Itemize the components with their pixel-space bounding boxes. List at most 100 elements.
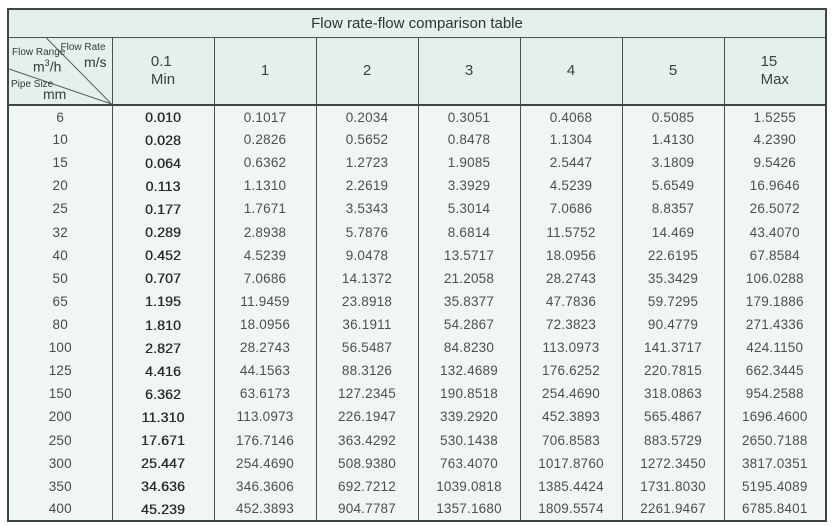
flow-range-cell: 67.8584 bbox=[723, 243, 826, 267]
flow-range-cell: 54.2867 bbox=[417, 312, 520, 337]
flow-range-cell: 1696.4600 bbox=[723, 405, 826, 429]
flow-range-cell: 3817.0351 bbox=[723, 451, 826, 475]
flow-range-cell: 18.0956 bbox=[213, 312, 316, 337]
flow-range-cell: 7.0686 bbox=[213, 266, 316, 290]
flow-range-cell: 127.2345 bbox=[315, 382, 418, 406]
corner-flow-rate-label: Flow Rate bbox=[60, 42, 106, 53]
flow-range-cell: 1.5255 bbox=[723, 105, 826, 129]
flow-rate-column-header: 0.1 Min bbox=[111, 37, 214, 106]
flow-range-cell: 106.0288 bbox=[723, 266, 826, 290]
title-row: Flow rate-flow comparison table bbox=[8, 9, 826, 38]
flow-rate-column-header: 1 bbox=[213, 37, 316, 106]
flow-range-cell: 0.452 bbox=[111, 243, 214, 267]
flow-range-cell: 220.7815 bbox=[621, 359, 724, 383]
flow-comparison-table: Flow rate-flow comparison table Flow Rat… bbox=[7, 8, 827, 522]
flow-range-cell: 9.0478 bbox=[315, 243, 418, 267]
flow-range-cell: 0.028 bbox=[111, 128, 214, 152]
flow-range-cell: 0.289 bbox=[111, 220, 214, 244]
flow-range-cell: 72.3823 bbox=[519, 312, 622, 337]
table-row: 125 4.416 44.1563 88.3126 132.4689 176.6252 22… bbox=[8, 359, 826, 383]
flow-range-cell: 0.1017 bbox=[213, 105, 316, 129]
flow-range-cell: 44.1563 bbox=[213, 359, 316, 383]
flow-range-cell: 190.8518 bbox=[417, 382, 520, 406]
flow-range-cell: 176.7146 bbox=[213, 428, 316, 452]
flow-rate-column-label: 0.1 Min bbox=[150, 53, 176, 88]
flow-rate-column-label: 15 Max bbox=[760, 53, 789, 88]
flow-range-cell: 43.4070 bbox=[723, 220, 826, 244]
table-row: 350 34.636 346.3606 692.7212 1039.0818 1385.4… bbox=[8, 474, 826, 498]
flow-range-cell: 226.1947 bbox=[315, 405, 418, 429]
flow-range-cell: 90.4779 bbox=[621, 312, 724, 337]
flow-range-cell: 14.469 bbox=[621, 220, 724, 244]
flow-range-cell: 6785.8401 bbox=[723, 497, 826, 521]
flow-range-cell: 14.1372 bbox=[315, 266, 418, 290]
flow-range-cell: 2.827 bbox=[111, 336, 214, 360]
flow-range-cell: 26.5072 bbox=[723, 197, 826, 221]
header-row: Flow Rate m/s Flow Range m3/h Pipe Size … bbox=[8, 37, 826, 106]
flow-range-cell: 0.113 bbox=[111, 174, 214, 198]
flow-range-cell: 28.2743 bbox=[213, 336, 316, 360]
flow-range-cell: 11.9459 bbox=[213, 289, 316, 313]
table-row: 65 1.195 11.9459 23.8918 35.8377 47.7836 59.72… bbox=[8, 289, 826, 313]
table-row: 10 0.028 0.2826 0.5652 0.8478 1.1304 1.4130 4.2… bbox=[8, 128, 826, 152]
pipe-size-cell: 6 bbox=[8, 105, 112, 129]
flow-range-cell: 28.2743 bbox=[519, 266, 622, 290]
flow-rate-column-header: 5 bbox=[621, 37, 724, 106]
flow-rate-column-label: 2 bbox=[362, 62, 372, 79]
flow-range-cell: 2.8938 bbox=[213, 220, 316, 244]
flow-range-cell: 530.1438 bbox=[417, 428, 520, 452]
flow-range-cell: 1039.0818 bbox=[417, 474, 520, 498]
flow-range-cell: 132.4689 bbox=[417, 359, 520, 383]
table-row: 200 11.310 113.0973 226.1947 339.2920 452.389… bbox=[8, 405, 826, 429]
table-row: 80 1.810 18.0956 36.1911 54.2867 72.3823 90.47… bbox=[8, 312, 826, 337]
flow-range-cell: 11.310 bbox=[111, 405, 214, 429]
table-title: Flow rate-flow comparison table bbox=[8, 9, 826, 38]
flow-range-cell: 0.707 bbox=[111, 266, 214, 290]
pipe-size-cell: 350 bbox=[8, 474, 112, 498]
table-row: 32 0.289 2.8938 5.7876 8.6814 11.5752 14.469 43… bbox=[8, 220, 826, 244]
flow-range-cell: 141.3717 bbox=[621, 336, 724, 360]
flow-range-cell: 254.4690 bbox=[519, 382, 622, 406]
flow-range-cell: 25.447 bbox=[111, 451, 214, 475]
flow-range-cell: 1.1304 bbox=[519, 128, 622, 152]
table-row: 6 0.010 0.1017 0.2034 0.3051 0.4068 0.5085 1.52… bbox=[8, 105, 826, 129]
flow-range-cell: 1731.8030 bbox=[621, 474, 724, 498]
flow-range-cell: 22.6195 bbox=[621, 243, 724, 267]
flow-range-cell: 23.8918 bbox=[315, 289, 418, 313]
flow-range-cell: 56.5487 bbox=[315, 336, 418, 360]
flow-rate-column-label: 5 bbox=[668, 62, 678, 79]
table-row: 15 0.064 0.6362 1.2723 1.9085 2.5447 3.1809 9.5… bbox=[8, 151, 826, 175]
corner-pipe-size-unit: mm bbox=[43, 86, 67, 102]
flow-range-cell: 4.416 bbox=[111, 359, 214, 383]
flow-range-cell: 59.7295 bbox=[621, 289, 724, 313]
flow-range-cell: 11.5752 bbox=[519, 220, 622, 244]
pipe-size-cell: 80 bbox=[8, 312, 112, 337]
flow-range-cell: 0.5085 bbox=[621, 105, 724, 129]
table-row: 40 0.452 4.5239 9.0478 13.5717 18.0956 22.6195… bbox=[8, 243, 826, 267]
table-row: 150 6.362 63.6173 127.2345 190.8518 254.4690 3… bbox=[8, 382, 826, 406]
flow-range-cell: 4.2390 bbox=[723, 128, 826, 152]
corner-flow-range-unit: m3/h bbox=[33, 58, 62, 75]
flow-range-cell: 706.8583 bbox=[519, 428, 622, 452]
table-row: 25 0.177 1.7671 3.5343 5.3014 7.0686 8.8357 26.… bbox=[8, 197, 826, 221]
flow-rate-column-header: 4 bbox=[519, 37, 622, 106]
flow-rate-column-label: 1 bbox=[260, 62, 270, 79]
flow-range-cell: 0.5652 bbox=[315, 128, 418, 152]
flow-range-cell: 3.5343 bbox=[315, 197, 418, 221]
table-body: 6 0.010 0.1017 0.2034 0.3051 0.4068 0.5085 1.52… bbox=[8, 105, 826, 521]
flow-range-cell: 88.3126 bbox=[315, 359, 418, 383]
flow-range-cell: 5195.4089 bbox=[723, 474, 826, 498]
flow-range-cell: 0.6362 bbox=[213, 151, 316, 175]
flow-range-cell: 0.4068 bbox=[519, 105, 622, 129]
flow-range-cell: 113.0973 bbox=[213, 405, 316, 429]
table-row: 300 25.447 254.4690 508.9380 763.4070 1017.87… bbox=[8, 451, 826, 475]
flow-range-cell: 8.8357 bbox=[621, 197, 724, 221]
table-row: 50 0.707 7.0686 14.1372 21.2058 28.2743 35.342… bbox=[8, 266, 826, 290]
flow-range-cell: 6.362 bbox=[111, 382, 214, 406]
flow-range-cell: 1385.4424 bbox=[519, 474, 622, 498]
flow-range-cell: 954.2588 bbox=[723, 382, 826, 406]
pipe-size-cell: 32 bbox=[8, 220, 112, 244]
flow-range-cell: 47.7836 bbox=[519, 289, 622, 313]
flow-range-cell: 21.2058 bbox=[417, 266, 520, 290]
